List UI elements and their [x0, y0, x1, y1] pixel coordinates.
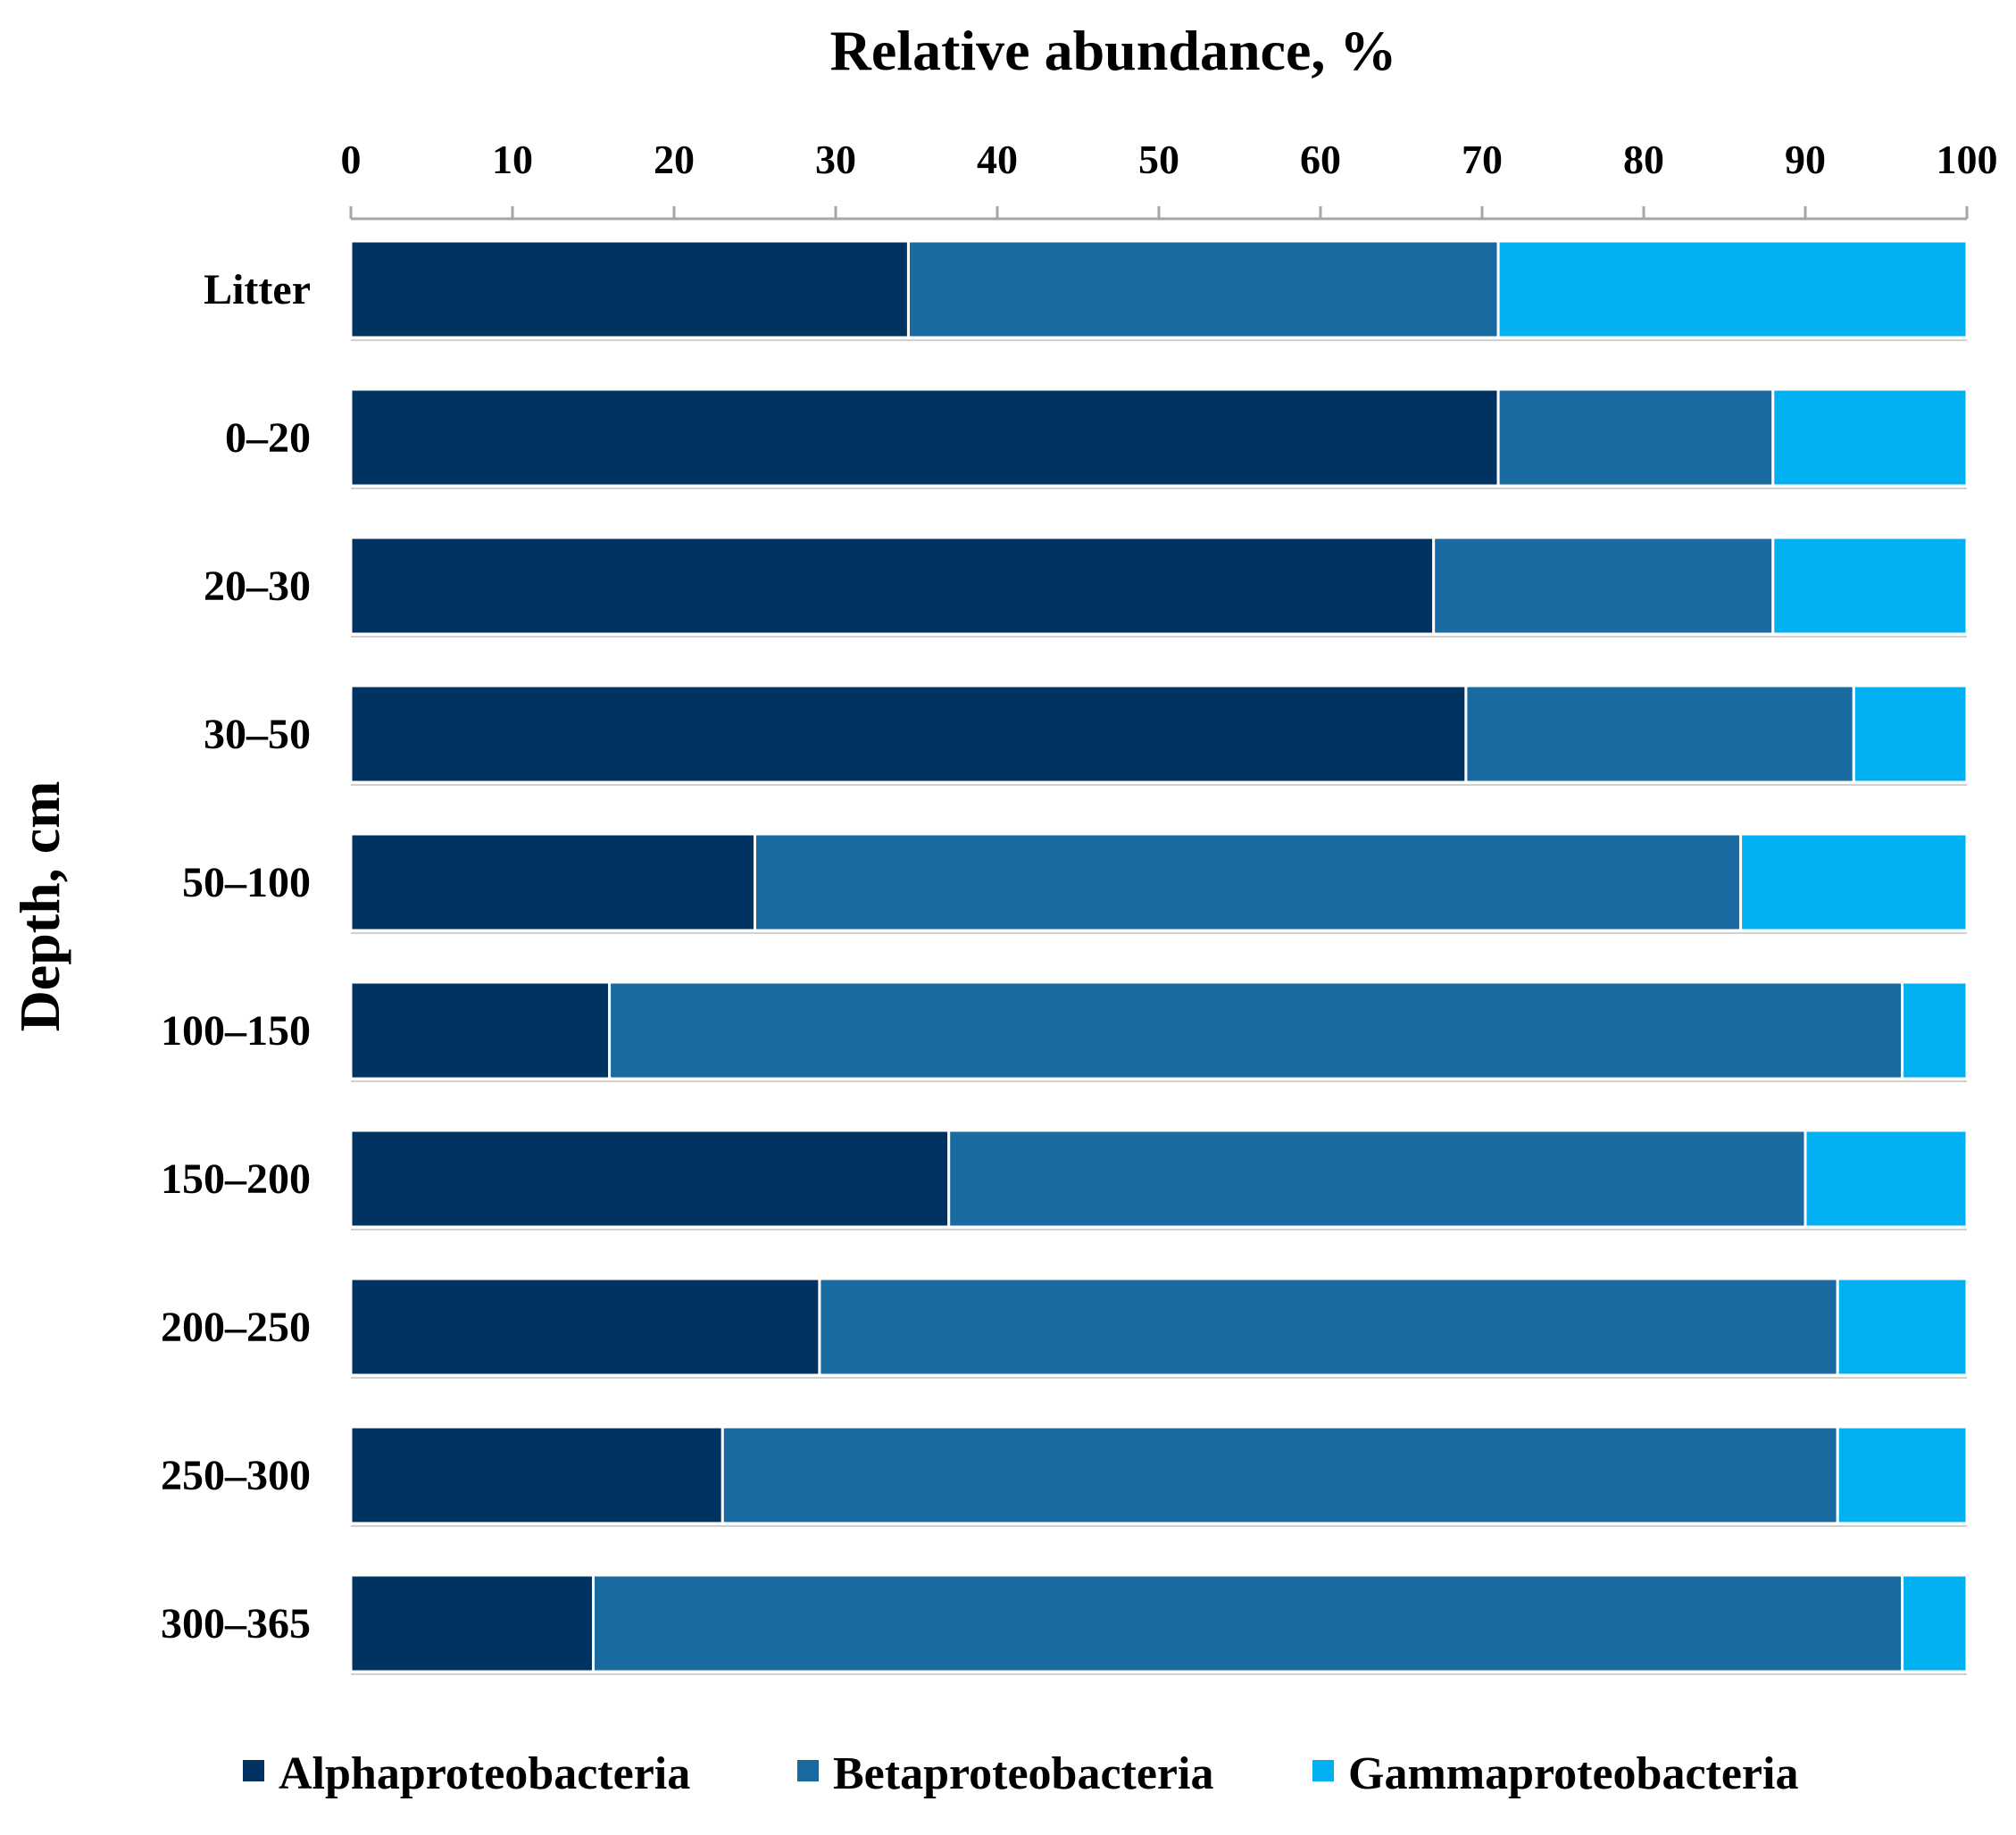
category-label: 300–365 [161, 1600, 311, 1647]
category-label: 200–250 [161, 1304, 311, 1351]
bar-segment-betaproteobacteria [1496, 388, 1775, 488]
bar-segment-alphaproteobacteria [349, 239, 910, 339]
category-label: 20–30 [204, 563, 311, 610]
bar-segment-alphaproteobacteria [349, 1573, 595, 1673]
x-tick-label: 80 [1623, 137, 1664, 182]
x-tick-label: 90 [1785, 137, 1826, 182]
bar-segment-alphaproteobacteria [349, 684, 1468, 784]
legend-swatch [1312, 1760, 1334, 1781]
bar-segment-alphaproteobacteria [349, 388, 1500, 488]
chart-title: Relative abundance, % [830, 19, 1397, 82]
category-label: 50–100 [182, 859, 311, 906]
x-tick-label: 70 [1462, 137, 1503, 182]
category-label: 150–200 [161, 1155, 311, 1203]
bar-segment-betaproteobacteria [721, 1425, 1839, 1525]
bar-segment-gammaproteobacteria [1836, 1277, 1969, 1377]
bar-segment-gammaproteobacteria [1852, 684, 1969, 784]
category-label: 100–150 [161, 1007, 311, 1055]
bar-segment-gammaproteobacteria [1739, 832, 1969, 932]
bar-segment-gammaproteobacteria [1496, 239, 1969, 339]
bar-segment-betaproteobacteria [947, 1129, 1807, 1229]
x-tick-label: 30 [815, 137, 856, 182]
x-tick-label: 20 [654, 137, 695, 182]
bar-segment-gammaproteobacteria [1771, 536, 1969, 636]
legend: Alphaproteobacteria Betaproteobacteria Gam… [243, 1748, 1798, 1799]
bar-segment-gammaproteobacteria [1836, 1425, 1969, 1525]
legend-swatch [243, 1760, 264, 1781]
bar-segment-betaproteobacteria [754, 832, 1743, 932]
x-tick-label: 60 [1300, 137, 1341, 182]
bar-segment-alphaproteobacteria [349, 1425, 724, 1525]
bar-segment-gammaproteobacteria [1771, 388, 1969, 488]
bar-segment-alphaproteobacteria [349, 1277, 821, 1377]
bar-segment-betaproteobacteria [608, 980, 1904, 1080]
bars [349, 239, 1969, 1675]
x-tick-label: 50 [1138, 137, 1179, 182]
legend-swatch [797, 1760, 819, 1781]
category-label: 0–20 [225, 414, 311, 462]
y-axis-title: Depth, cm [8, 781, 71, 1032]
legend-label: Gammaproteobacteria [1348, 1748, 1798, 1799]
x-axis: 0 10 20 30 40 50 60 70 80 90 100 [341, 137, 1998, 221]
category-label: Litter [204, 266, 311, 313]
x-tick-label: 40 [977, 137, 1018, 182]
category-label: 30–50 [204, 711, 311, 758]
category-label: 250–300 [161, 1452, 311, 1499]
legend-label: Alphaproteobacteria [279, 1748, 690, 1799]
x-tick-label: 100 [1937, 137, 1998, 182]
x-tick-label: 0 [341, 137, 362, 182]
bar-segment-betaproteobacteria [906, 239, 1500, 339]
bar-segment-alphaproteobacteria [349, 536, 1436, 636]
bar-segment-betaproteobacteria [818, 1277, 1839, 1377]
bar-segment-alphaproteobacteria [349, 980, 612, 1080]
legend-label: Betaproteobacteria [833, 1748, 1213, 1799]
bar-segment-gammaproteobacteria [1901, 1573, 1969, 1673]
bar-segment-gammaproteobacteria [1901, 980, 1969, 1080]
bar-segment-gammaproteobacteria [1804, 1129, 1969, 1229]
bar-segment-betaproteobacteria [1464, 684, 1855, 784]
bar-segment-alphaproteobacteria [349, 832, 756, 932]
bar-segment-alphaproteobacteria [349, 1129, 951, 1229]
category-labels: Litter 0–20 20–30 30–50 50–100 100–150 150–200… [161, 266, 311, 1647]
x-tick-label: 10 [492, 137, 533, 182]
bar-segment-betaproteobacteria [592, 1573, 1904, 1673]
bar-segment-betaproteobacteria [1432, 536, 1775, 636]
